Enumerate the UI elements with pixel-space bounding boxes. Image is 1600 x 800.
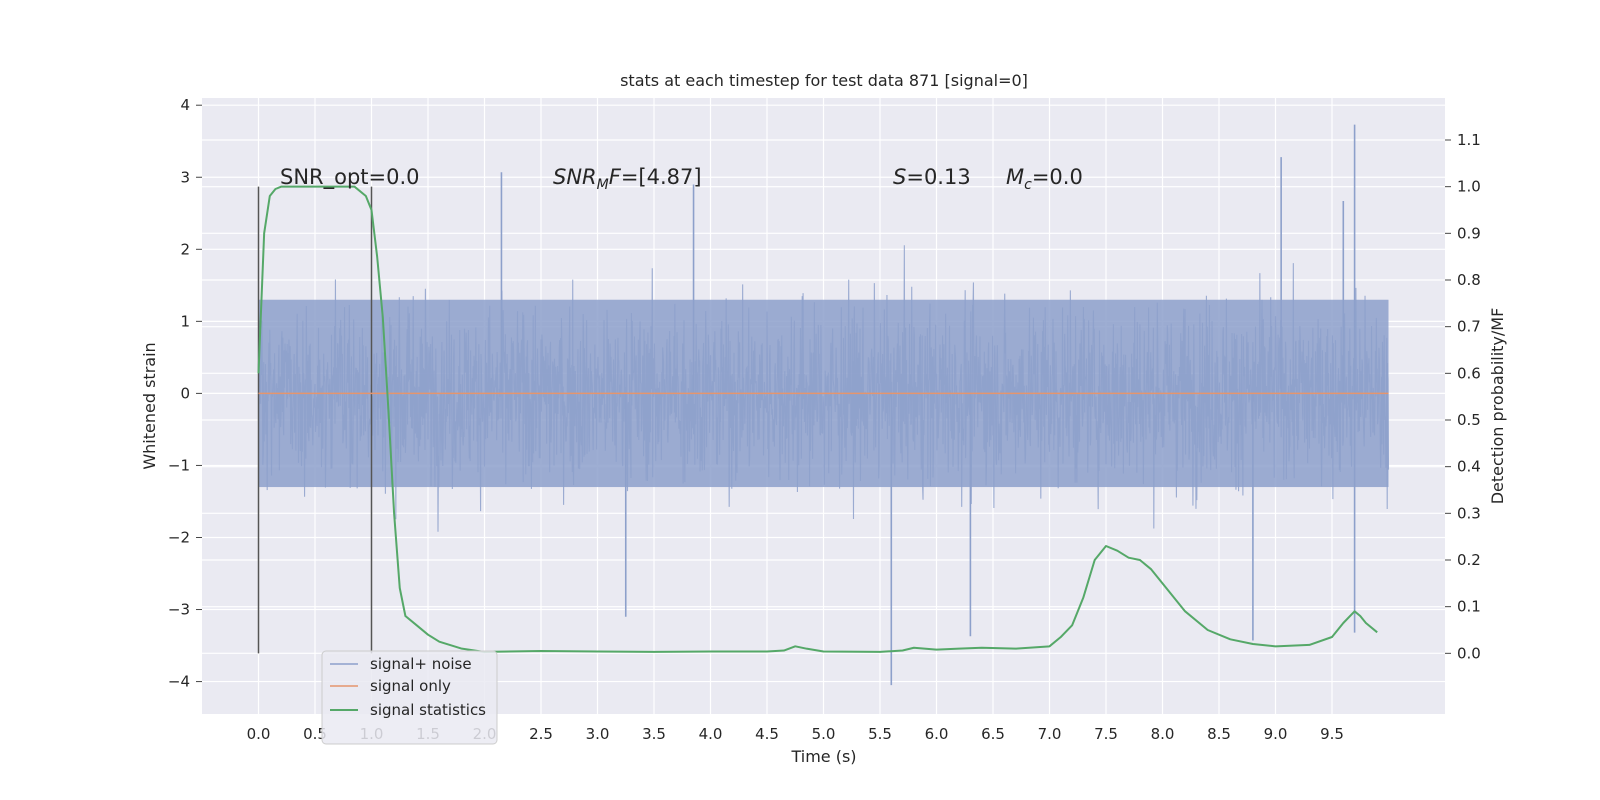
x-tick-label: 0.0 [247, 725, 271, 743]
y-right-tick-label: 0.3 [1457, 504, 1481, 522]
x-tick-label: 6.5 [981, 725, 1005, 743]
x-tick-label: 5.5 [868, 725, 892, 743]
legend: signal+ noise signal only signal statist… [321, 650, 498, 745]
y-right-tick-label: 0.5 [1457, 411, 1481, 429]
y-axis-label: Whitened strain [140, 342, 159, 469]
annotation-s: S=0.13 [893, 165, 971, 189]
legend-box [321, 650, 498, 745]
y-right-tick-label: 1.0 [1457, 178, 1481, 196]
y-right-tick-label: 0.4 [1457, 458, 1481, 476]
x-tick-label: 8.0 [1151, 725, 1175, 743]
x-tick-label: 5.0 [812, 725, 836, 743]
y-right-tick-label: 0.8 [1457, 271, 1481, 289]
legend-label-signal-statistics: signal statistics [370, 701, 486, 719]
chart-title: stats at each timestep for test data 871… [620, 71, 1028, 90]
y-tick-label: 4 [180, 96, 190, 114]
y-right-tick-label: 1.1 [1457, 131, 1481, 149]
y-tick-label: 1 [180, 312, 190, 330]
y-tick-label: −4 [168, 673, 190, 691]
x-tick-label: 9.0 [1264, 725, 1288, 743]
x-tick-label: 8.5 [1207, 725, 1231, 743]
annotation-snr-mf-value: =[4.87] [621, 165, 702, 189]
y-axis-right-label: Detection probability/MF [1488, 308, 1507, 505]
y-tick-label: −2 [168, 528, 190, 546]
y-right-tick-label: 0.2 [1457, 551, 1481, 569]
legend-label-signal-noise: signal+ noise [370, 655, 472, 673]
x-tick-label: 3.0 [586, 725, 610, 743]
x-tick-label: 7.5 [1094, 725, 1118, 743]
y-tick-label: −3 [168, 601, 190, 619]
legend-label-signal-only: signal only [370, 677, 451, 695]
x-tick-label: 6.0 [925, 725, 949, 743]
annotation-mc-value: =0.0 [1032, 165, 1083, 189]
y-right-tick-label: 0.1 [1457, 598, 1481, 616]
series-signal-statistics [257, 185, 1378, 653]
y-right-tick-label: 0.7 [1457, 318, 1481, 336]
y-right-tick-label: 0.0 [1457, 644, 1481, 662]
annotation-s-value: =0.13 [906, 165, 970, 189]
x-tick-label: 7.0 [1038, 725, 1062, 743]
x-tick-label: 2.5 [529, 725, 553, 743]
y-tick-label: 2 [180, 240, 190, 258]
y-right-tick-label: 0.9 [1457, 224, 1481, 242]
x-tick-label: 0.5 [303, 725, 327, 743]
annotations: SNR_opt=0.0 SNRMF=[4.87] S=0.13 Mc=0.0 [280, 165, 1083, 193]
annotation-s-label: S [893, 165, 906, 189]
annotation-mc-label: M [1006, 165, 1024, 189]
annotation-snr-opt: SNR_opt=0.0 [280, 165, 420, 190]
annotation-mc-sub: c [1024, 177, 1032, 193]
y-right-tick-label: 0.6 [1457, 364, 1481, 382]
x-tick-label: 3.5 [642, 725, 666, 743]
tick-labels: 0.00.51.01.52.02.53.03.54.04.55.05.56.06… [168, 96, 1481, 743]
annotation-snr-mf-base: SNR [553, 165, 597, 189]
y-tick-label: −1 [168, 456, 190, 474]
annotation-snr-mf-tail: F [609, 165, 622, 189]
annotation-mc: Mc=0.0 [1006, 165, 1083, 193]
x-axis-label: Time (s) [790, 747, 856, 766]
x-tick-label: 4.5 [755, 725, 779, 743]
x-tick-label: 9.5 [1320, 725, 1344, 743]
plot-content [257, 124, 1390, 686]
x-tick-label: 4.0 [699, 725, 723, 743]
y-tick-label: 3 [180, 168, 190, 186]
y-tick-label: 0 [180, 384, 190, 402]
annotation-snr-mf: SNRMF=[4.87] [553, 165, 702, 193]
annotation-snr-mf-sub: M [597, 177, 609, 193]
